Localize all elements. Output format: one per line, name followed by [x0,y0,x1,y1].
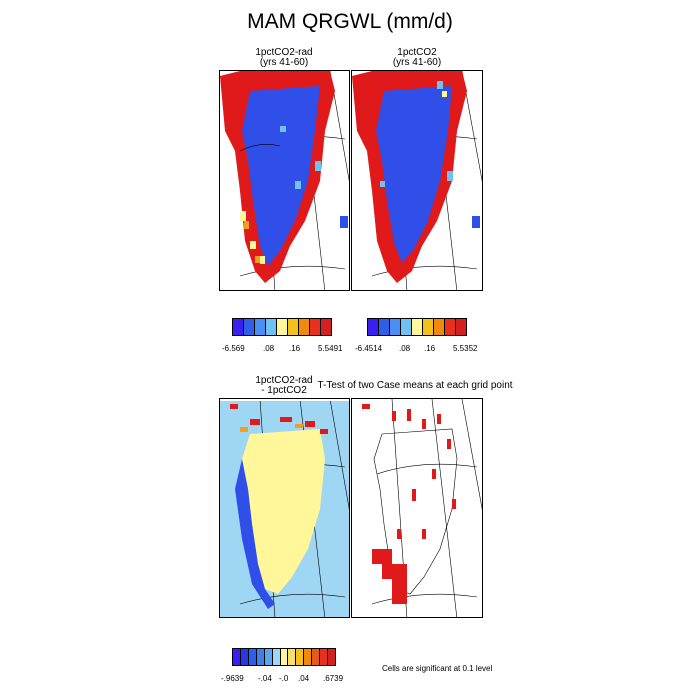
cb3-swatch-10 [312,649,321,665]
cb2-label-0: -6.4514 [355,344,383,353]
cb1-label-2: .16 [289,344,301,353]
cb3-swatch-2 [248,649,257,665]
panel3-title: 1pctCO2-rad - 1pctCO2 [219,376,349,396]
cb3-label-4: .6739 [323,674,344,683]
cb1-label-0: -6.569 [222,344,245,353]
panel2-title: 1pctCO2 (yrs 41-60) [351,48,483,68]
cb3-swatch-5 [272,649,281,665]
map-3 [220,399,349,617]
panel2-title-line2: (yrs 41-60) [392,57,442,68]
cb2-swatch-1 [379,319,390,335]
panel3-title-line1: 1pctCO2-rad [255,375,313,386]
panel1-title: 1pctCO2-rad (yrs 41-60) [219,48,349,68]
cb2-swatch-2 [390,319,401,335]
cb1-swatch-1 [244,319,255,335]
cb3-swatch-4 [264,649,273,665]
cb1-label-1: .08 [263,344,275,353]
cb2-label-3: 5.5352 [453,344,478,353]
cb2-swatch-8 [456,319,466,335]
colorbar-3 [232,648,336,666]
cb2-swatch-3 [401,319,412,335]
panel4-title: T-Test of two Case means at each grid po… [317,380,513,391]
cb2-swatch-4 [412,319,423,335]
cb2-swatch-0 [368,319,379,335]
cb3-swatch-9 [304,649,313,665]
cb3-swatch-8 [296,649,305,665]
map-panel-1pctco2 [351,70,483,291]
cb1-swatch-7 [310,319,321,335]
cb3-swatch-12 [328,649,335,665]
cb3-swatch-1 [240,649,249,665]
cb1-label-3: 5.5491 [318,344,343,353]
significance-note: Cells are significant at 0.1 level [382,664,493,673]
cb2-label-2: .16 [424,344,436,353]
cb1-swatch-3 [266,319,277,335]
map-panel-1pctco2-rad [219,70,350,291]
page-title: MAM QRGWL (mm/d) [247,10,453,33]
cb3-label-2: -.0 [279,674,289,683]
cb3-swatch-7 [288,649,297,665]
cb3-swatch-6 [280,649,289,665]
panel1-title-line1: 1pctCO2-rad [255,47,313,58]
cb3-swatch-0 [233,649,241,665]
cb1-swatch-8 [321,319,331,335]
cb1-swatch-5 [288,319,299,335]
colorbar-1 [232,318,332,336]
cb2-swatch-5 [423,319,434,335]
cb3-label-3: .04 [298,674,310,683]
cb2-swatch-6 [434,319,445,335]
panel2-title-line1: 1pctCO2 [397,47,437,58]
map-4 [362,399,482,617]
cb3-swatch-11 [320,649,329,665]
cb2-label-1: .08 [399,344,411,353]
cb1-swatch-0 [233,319,244,335]
cb2-swatch-7 [445,319,456,335]
map-1 [220,71,349,290]
cb1-swatch-6 [299,319,310,335]
panel1-title-line2: (yrs 41-60) [259,57,309,68]
map-2 [352,71,482,290]
cb3-label-0: -.9639 [221,674,244,683]
cb3-swatch-3 [256,649,265,665]
cb1-swatch-4 [277,319,288,335]
map-panel-ttest [351,398,483,618]
map-panel-difference [219,398,350,618]
cb3-label-1: -.04 [258,674,272,683]
cb1-swatch-2 [255,319,266,335]
panel3-title-line2: - 1pctCO2 [261,385,307,396]
colorbar-2 [367,318,467,336]
